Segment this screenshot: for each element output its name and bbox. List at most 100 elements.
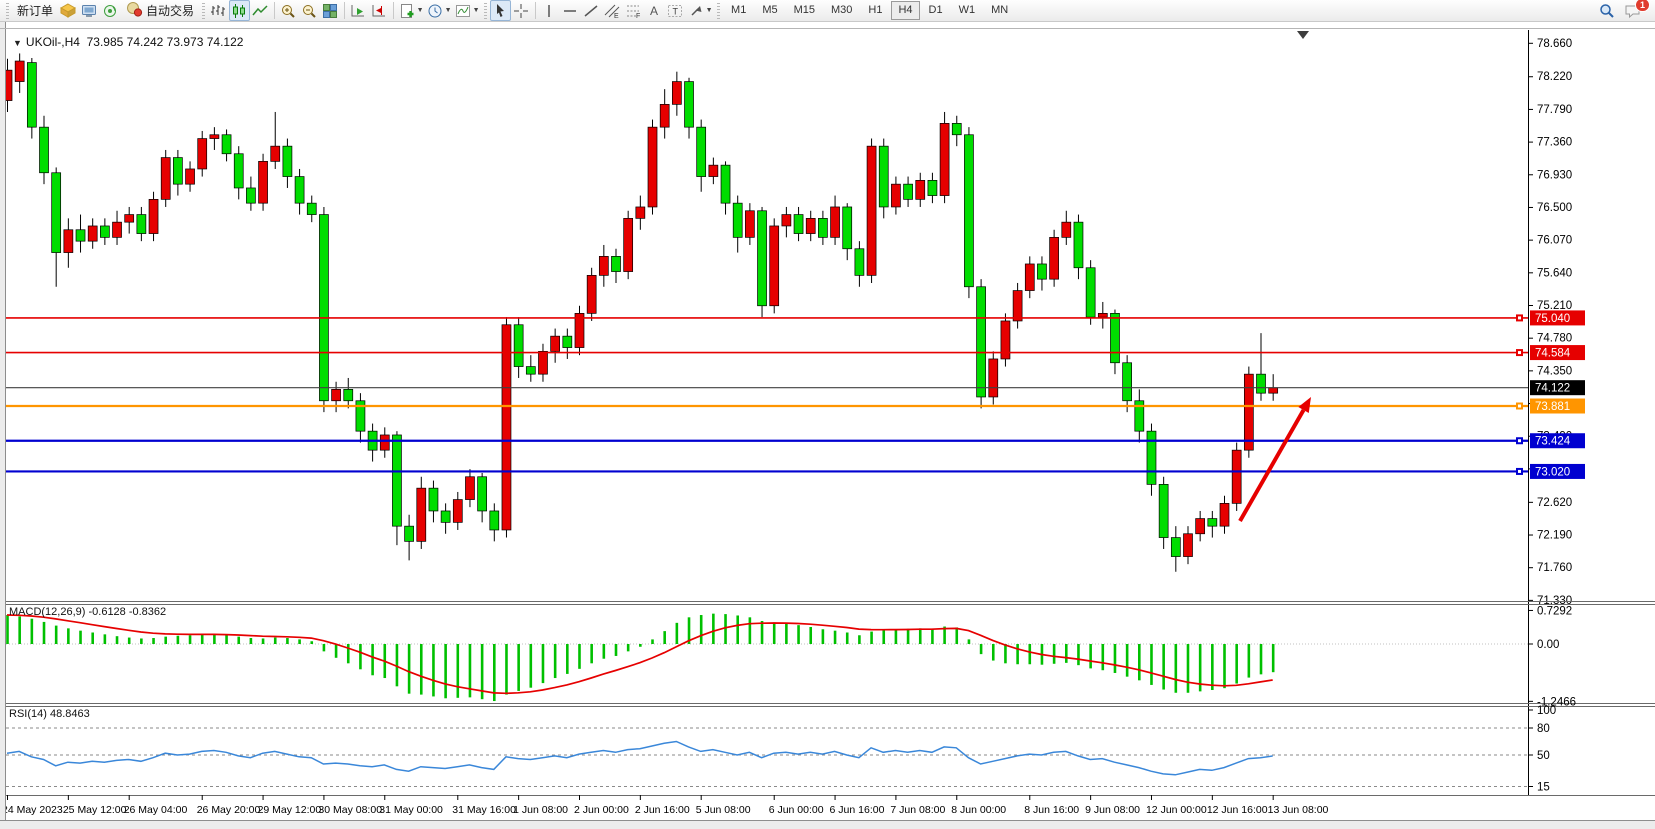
market-watch-icon[interactable]: [58, 0, 79, 21]
rsi-line: [6, 740, 1273, 776]
svg-text:26 May 20:00: 26 May 20:00: [197, 804, 261, 816]
rsi-indicator-label: RSI(14) 48.8463: [9, 708, 90, 720]
svg-text:77.790: 77.790: [1537, 104, 1572, 116]
svg-text:76.070: 76.070: [1537, 235, 1572, 247]
price-badge-75.040: 75.040: [1530, 310, 1585, 326]
fibonacci-icon[interactable]: F: [623, 0, 644, 21]
horizontal-line-icon[interactable]: [560, 0, 581, 21]
autotrading-button[interactable]: 自动交易: [121, 1, 199, 20]
terminal-icon[interactable]: [79, 0, 100, 21]
zoom-out-icon[interactable]: [299, 0, 320, 21]
svg-text:A: A: [650, 4, 658, 18]
candlestick-chart-icon[interactable]: [229, 0, 251, 21]
crosshair-icon[interactable]: [511, 0, 532, 21]
horizontal-line-73.020[interactable]: [6, 467, 1528, 475]
equidistant-channel-icon[interactable]: E: [602, 0, 623, 21]
svg-text:24 May 2023: 24 May 2023: [2, 804, 63, 816]
rsi-panel: 100 80 50 15: [6, 705, 1556, 794]
svg-text:8 Jun 16:00: 8 Jun 16:00: [1024, 804, 1079, 816]
search-icon[interactable]: [1596, 0, 1617, 21]
zoom-in-icon[interactable]: [278, 0, 299, 21]
ohlc-values: 73.985 74.242 73.973 74.122: [86, 35, 244, 49]
macd-indicator-label: MACD(12,26,9) -0.6128 -0.8362: [9, 606, 167, 618]
svg-text:29 May 12:00: 29 May 12:00: [258, 804, 322, 816]
price-badge-74.584: 74.584: [1530, 345, 1585, 361]
horizontal-line-75.040[interactable]: [6, 314, 1528, 322]
svg-text:74.122: 74.122: [1535, 383, 1570, 395]
trendline-icon[interactable]: [581, 0, 602, 21]
arrows-button[interactable]: ▼: [686, 0, 714, 21]
signals-icon[interactable]: [100, 0, 121, 21]
svg-text:71.330: 71.330: [1537, 595, 1572, 607]
svg-text:12 Jun 00:00: 12 Jun 00:00: [1146, 804, 1207, 816]
chart-shift-icon[interactable]: [369, 0, 390, 21]
svg-text:6 Jun 00:00: 6 Jun 00:00: [769, 804, 824, 816]
svg-text:78.220: 78.220: [1537, 71, 1572, 83]
svg-text:78.660: 78.660: [1537, 38, 1572, 50]
svg-text:73.881: 73.881: [1535, 401, 1570, 413]
text-label-icon[interactable]: T: [665, 0, 686, 21]
cursor-icon[interactable]: [490, 0, 512, 21]
svg-text:6 Jun 16:00: 6 Jun 16:00: [830, 804, 885, 816]
horizontal-line-73.424[interactable]: [6, 437, 1528, 445]
vertical-line-icon[interactable]: [539, 0, 560, 21]
svg-text:71.760: 71.760: [1537, 562, 1572, 574]
timeframe-button-M30[interactable]: M30: [831, 4, 853, 16]
text-icon[interactable]: A: [644, 0, 665, 21]
svg-text:E: E: [614, 13, 619, 19]
indicators-button[interactable]: ▼: [453, 0, 481, 21]
new-order-button[interactable]: 新订单: [12, 1, 58, 20]
svg-text:73.424: 73.424: [1535, 436, 1571, 448]
timeframe-button-D1[interactable]: D1: [928, 4, 943, 16]
periods-button[interactable]: ▼: [425, 0, 453, 21]
toolbar-grip[interactable]: [717, 2, 721, 19]
arrow-annotation[interactable]: [1238, 397, 1311, 522]
timeframe-button-H4[interactable]: H4: [891, 1, 920, 20]
toolbar: 新订单 自动交易 ▼ ▼ ▼ E F A T ▼ M: [0, 0, 1655, 22]
chart-dropdown-icon[interactable]: ▼: [13, 38, 22, 48]
autotrading-icon: [126, 1, 143, 20]
svg-text:T: T: [673, 6, 679, 16]
price-badge-73.881: 73.881: [1530, 398, 1585, 414]
tile-windows-icon[interactable]: [320, 0, 341, 21]
notifications-icon[interactable]: 1: [1623, 0, 1650, 21]
svg-text:-1.2466: -1.2466: [1537, 696, 1576, 708]
svg-text:75.040: 75.040: [1535, 313, 1570, 325]
svg-text:7 Jun 08:00: 7 Jun 08:00: [890, 804, 945, 816]
toolbar-grip[interactable]: [6, 2, 9, 19]
bar-chart-icon[interactable]: [208, 0, 229, 21]
price-badge-73.424: 73.424: [1530, 433, 1585, 449]
timeframe-button-M5[interactable]: M5: [762, 4, 778, 16]
svg-text:9 Jun 08:00: 9 Jun 08:00: [1085, 804, 1140, 816]
price-badge-74.122: 74.122: [1530, 380, 1585, 396]
chevron-down-icon: ▼: [416, 7, 424, 14]
timeframe-button-M15[interactable]: M15: [793, 4, 815, 16]
svg-text:31 May 16:00: 31 May 16:00: [452, 804, 516, 816]
toolbar-grip[interactable]: [202, 2, 206, 19]
timeframe-button-H1[interactable]: H1: [868, 4, 883, 16]
svg-text:75.210: 75.210: [1537, 300, 1572, 312]
svg-text:5 Jun 08:00: 5 Jun 08:00: [696, 804, 751, 816]
toolbar-grip[interactable]: [484, 2, 488, 19]
timeframe-button-M1[interactable]: M1: [731, 4, 747, 16]
timeframe-button-MN[interactable]: MN: [991, 4, 1009, 16]
svg-text:12 Jun 16:00: 12 Jun 16:00: [1207, 804, 1268, 816]
line-chart-icon[interactable]: [250, 0, 271, 21]
auto-scroll-icon[interactable]: [348, 0, 369, 21]
timeframe-button-W1[interactable]: W1: [958, 4, 976, 16]
svg-text:0.00: 0.00: [1537, 639, 1559, 651]
horizontal-line-74.584[interactable]: [6, 349, 1528, 357]
horizontal-line-73.881[interactable]: [6, 402, 1528, 410]
svg-text:75.640: 75.640: [1537, 267, 1572, 279]
chart-shift-marker[interactable]: [1297, 31, 1309, 39]
new-chart-button[interactable]: ▼: [397, 0, 425, 21]
chart-symbol-title[interactable]: ▼ UKOil-,H4 73.985 74.242 73.973 74.122: [13, 35, 243, 49]
svg-text:100: 100: [1537, 705, 1556, 717]
svg-text:50: 50: [1537, 750, 1550, 762]
svg-text:2 Jun 00:00: 2 Jun 00:00: [574, 804, 629, 816]
svg-text:76.930: 76.930: [1537, 169, 1572, 181]
autotrading-label: 自动交易: [146, 4, 195, 18]
timeframe-toolbar: M1 M5 M15 M30 H1 H4 D1 W1 MN: [723, 1, 1016, 20]
